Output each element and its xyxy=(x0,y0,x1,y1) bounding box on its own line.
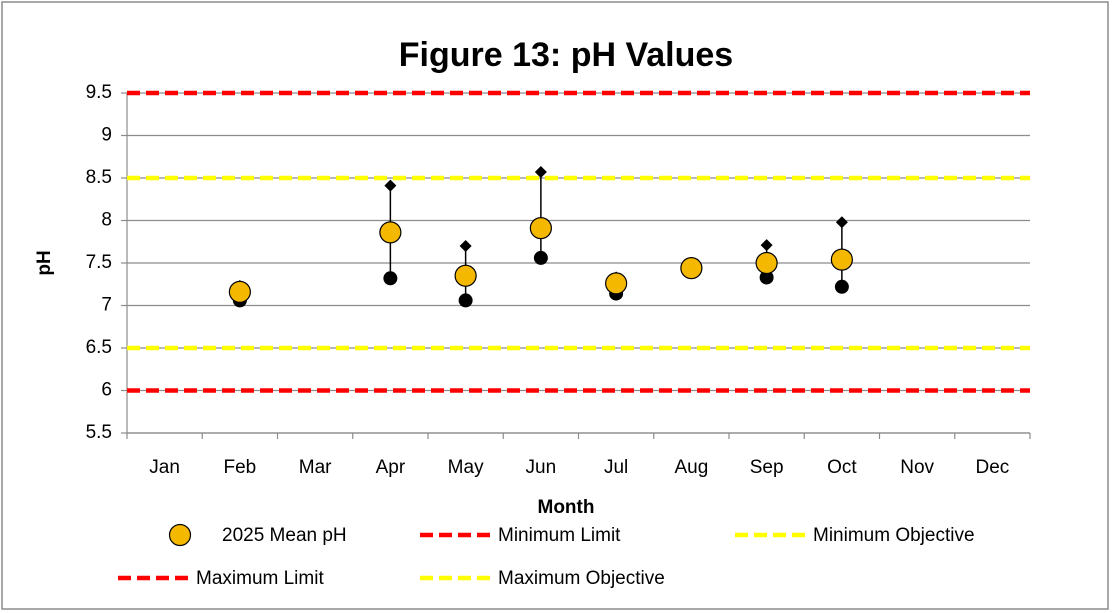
y-tick-label: 7.5 xyxy=(86,252,112,273)
x-tick-label: Aug xyxy=(674,457,708,478)
x-tick-label: Apr xyxy=(376,457,406,478)
legend-label: Maximum Limit xyxy=(196,568,324,589)
min-marker xyxy=(533,250,548,265)
mean-marker xyxy=(680,257,703,280)
chart-title: Figure 13: pH Values xyxy=(399,36,733,74)
y-tick-label: 7 xyxy=(101,295,112,316)
max-marker xyxy=(534,166,547,179)
mean-marker xyxy=(454,264,477,287)
mean-marker xyxy=(605,272,628,295)
x-tick-label: Feb xyxy=(224,457,257,478)
y-tick-label: 9.5 xyxy=(86,82,112,103)
min-marker xyxy=(458,293,473,308)
min-marker xyxy=(759,270,774,285)
legend-label: Minimum Limit xyxy=(498,525,621,546)
legend-label: Maximum Objective xyxy=(498,568,665,589)
x-tick-label: Oct xyxy=(827,457,857,478)
legend-marker xyxy=(168,523,192,547)
y-tick-label: 8 xyxy=(101,210,112,231)
mean-marker xyxy=(755,251,778,275)
y-tick-label: 6 xyxy=(101,380,112,401)
y-tick-label: 8.5 xyxy=(86,167,112,188)
mean-marker xyxy=(228,280,251,303)
x-tick-label: Dec xyxy=(975,457,1009,478)
min-marker xyxy=(383,271,398,286)
x-tick-label: Jun xyxy=(526,457,557,478)
legend-label: Minimum Objective xyxy=(813,525,975,546)
max-marker xyxy=(459,240,472,252)
x-tick-label: Jan xyxy=(149,457,180,478)
x-tick-label: Sep xyxy=(750,457,784,478)
y-tick-label: 6.5 xyxy=(86,337,112,358)
y-axis-label: pH xyxy=(34,250,55,275)
x-axis-label: Month xyxy=(538,497,595,518)
x-tick-label: May xyxy=(448,457,484,478)
max-marker xyxy=(384,179,397,192)
mean-marker xyxy=(379,221,402,244)
min-marker xyxy=(834,279,849,294)
y-tick-label: 9 xyxy=(101,125,112,146)
mean-marker xyxy=(830,248,853,271)
x-tick-label: Jul xyxy=(604,457,628,478)
legend-label: 2025 Mean pH xyxy=(222,525,347,546)
max-marker xyxy=(835,216,848,229)
max-marker xyxy=(760,239,773,252)
mean-marker xyxy=(529,217,552,240)
y-tick-label: 5.5 xyxy=(86,422,112,443)
x-tick-label: Mar xyxy=(299,457,332,478)
x-tick-label: Nov xyxy=(900,457,934,478)
